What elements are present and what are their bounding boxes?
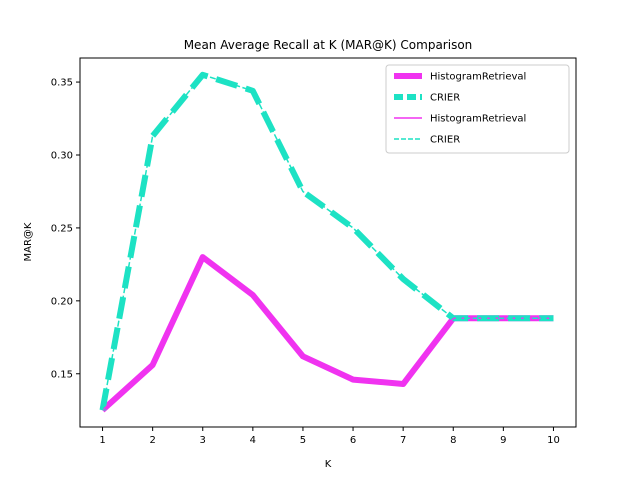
y-tick-label: 0.25 [51,223,73,234]
plot-area [99,71,554,413]
x-tick-label: 5 [300,435,306,446]
legend: HistogramRetrieval CRIER HistogramRetrieva… [385,64,570,154]
x-tick-label: 4 [250,435,256,446]
y-axis: 0.15 0.20 0.25 0.30 0.35 [51,78,80,380]
x-tick-label: 10 [547,435,560,446]
legend-box [385,64,570,154]
series-line-3 [101,74,554,411]
x-axis-label: K [325,459,332,470]
y-axis-label: MAR@K [23,222,34,261]
legend-label-0: HistogramRetrieval [430,72,526,83]
y-tick-label: 0.20 [51,296,73,307]
legend-label-3: CRIER [430,135,460,146]
x-tick-label: 9 [500,435,506,446]
y-tick-label: 0.15 [51,369,73,380]
legend-label-2: HistogramRetrieval [430,114,526,125]
x-tick-label: 1 [99,435,105,446]
y-tick-label: 0.30 [51,150,73,161]
x-tick-label: 3 [200,435,206,446]
plot-frame [79,57,577,428]
x-axis: 1 2 3 4 5 6 7 8 9 10 [99,427,560,446]
x-tick-label: 7 [400,435,406,446]
chart-title: Mean Average Recall at K (MAR@K) Compari… [184,38,473,52]
legend-label-1: CRIER [430,93,460,104]
x-tick-label: 2 [149,435,155,446]
x-tick-label: 6 [350,435,356,446]
y-tick-label: 0.35 [51,78,73,89]
x-tick-label: 8 [450,435,456,446]
